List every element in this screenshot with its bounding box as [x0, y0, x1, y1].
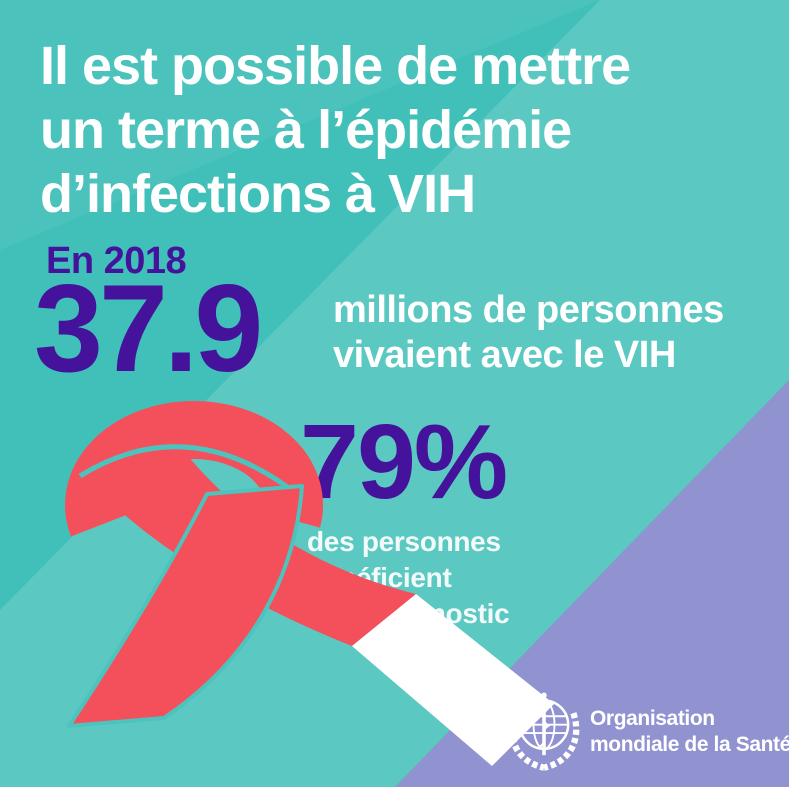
who-name-line-1: Organisation [590, 707, 715, 730]
who-name: Organisation mondiale de la Santé [590, 706, 789, 758]
big-number-caption: millions de personnes vivaient avec le V… [333, 288, 724, 378]
big-number-caption-line-2: vivaient avec le VIH [333, 334, 676, 376]
percent-caption-line-1: des personnes [307, 526, 501, 557]
who-logo: Organisation mondiale de la Santé [504, 690, 789, 774]
aids-ribbon-icon [40, 398, 590, 787]
title-line-3: d’infections à VIH [40, 164, 476, 224]
ribbon-left-band [67, 484, 304, 728]
title-line-2: un terme à l’épidémie [40, 100, 572, 160]
big-number-stat: 37.9 [34, 260, 263, 398]
who-emblem-icon [508, 692, 580, 771]
big-number-caption-line-1: millions de personnes [333, 289, 724, 331]
year-label: En 2018 [46, 240, 187, 282]
ribbon-loop [65, 401, 323, 537]
ribbon-loop-slit [78, 444, 304, 500]
title-line-1: Il est possible de mettre [40, 36, 631, 96]
ribbon-right-band-white [352, 594, 554, 766]
page-title: Il est possible de mettre un terme à l’é… [40, 34, 770, 226]
who-name-line-2: mondiale de la Santé [590, 733, 789, 756]
percent-stat: 79% [300, 403, 508, 521]
